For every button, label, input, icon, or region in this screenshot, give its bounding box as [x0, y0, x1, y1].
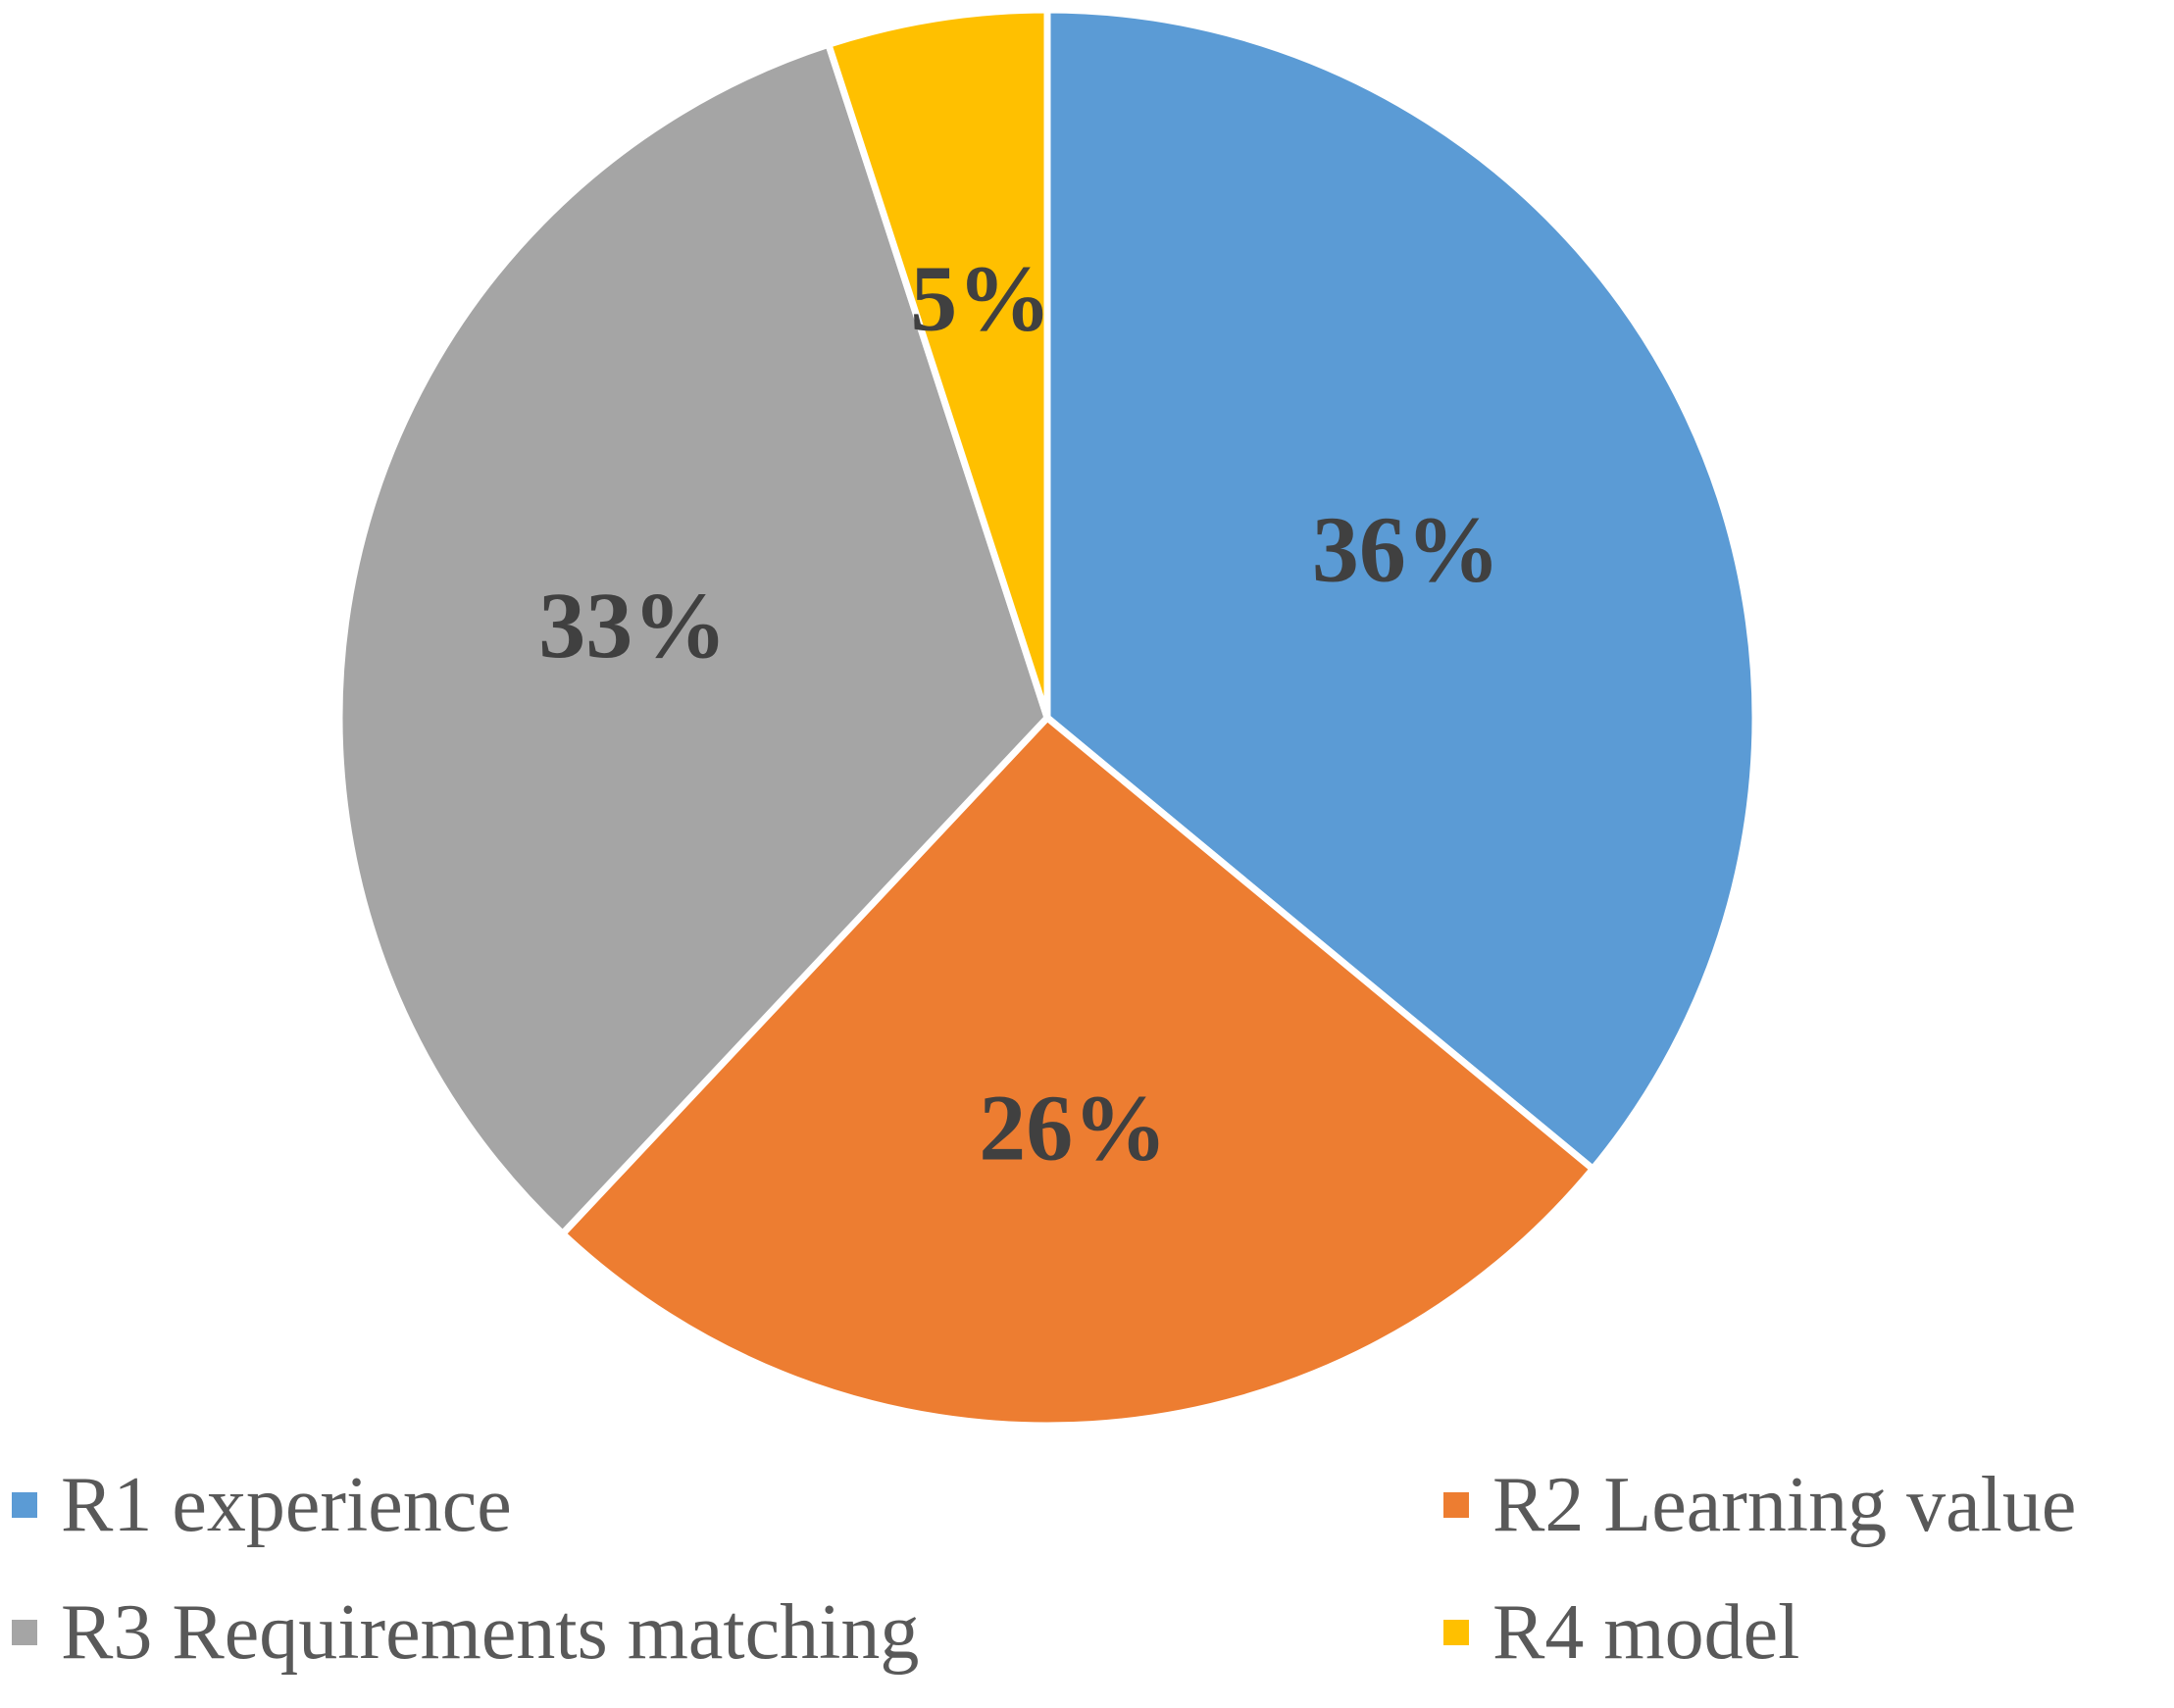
data-label-r4-model: 5% [910, 246, 1051, 351]
legend-label-r2: R2 Learning value [1492, 1462, 2077, 1548]
legend-swatch-r4 [1443, 1620, 1469, 1645]
legend-label-r1: R1 experience [61, 1462, 512, 1548]
legend-item-r3: R3 Requirements matching [12, 1579, 919, 1686]
legend-swatch-r2 [1443, 1492, 1469, 1518]
legend-label-r4: R4 model [1492, 1589, 1800, 1676]
legend: R1 experience R2 Learning value R3 Requi… [0, 1451, 2174, 1708]
data-label-r2-learning-value: 26% [979, 1075, 1167, 1180]
legend-swatch-r1 [12, 1492, 37, 1518]
data-label-r1-experience: 36% [1312, 496, 1500, 601]
pie-slices [335, 6, 1759, 1430]
pie-slice-r4-model [825, 6, 1051, 722]
legend-item-r1: R1 experience [12, 1451, 512, 1559]
legend-item-r2: R2 Learning value [1443, 1451, 2076, 1559]
legend-label-r3: R3 Requirements matching [61, 1589, 920, 1676]
pie-data-labels: 36% 26% 33% 5% [538, 246, 1500, 1181]
legend-swatch-r3 [12, 1620, 37, 1645]
legend-item-r4: R4 model [1443, 1579, 1799, 1686]
pie-slice-r1-experience [1043, 6, 1759, 1173]
pie-slice-r2-learning-value [559, 714, 1596, 1430]
data-label-r3-requirements-matching: 33% [538, 573, 727, 678]
pie-slice-r3-requirements-matching [335, 40, 1051, 1237]
